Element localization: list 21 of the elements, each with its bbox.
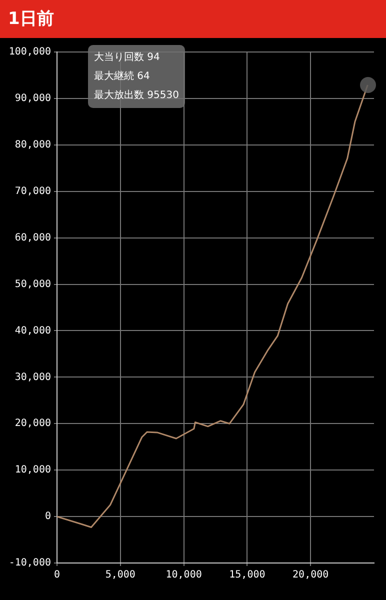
annotation: 最大継続 64: [94, 70, 151, 84]
y-tick-label: 0: [44, 511, 51, 522]
x-tick-label: 5,000: [105, 570, 136, 581]
y-tick-label: 40,000: [14, 325, 51, 336]
y-tick-label: -10,000: [8, 558, 51, 569]
y-tick-label: 80,000: [14, 140, 51, 151]
y-tick-label: 20,000: [14, 418, 51, 430]
y-tick-label: 70,000: [14, 186, 51, 197]
x-tick-label: 10,000: [166, 570, 202, 581]
annotation: 最大放出数 95530: [94, 88, 179, 103]
y-tick-label: 100,000: [8, 46, 51, 58]
chart-title: 1日前: [0, 0, 386, 38]
y-tick-label: 50,000: [14, 278, 51, 290]
x-tick-label: 15,000: [229, 570, 266, 581]
x-tick-label: 0: [54, 570, 60, 581]
x-tick-label: 20,000: [292, 570, 329, 581]
y-tick-label: 60,000: [14, 232, 51, 244]
y-tick-label: 90,000: [14, 93, 51, 104]
y-tick-label: 30,000: [14, 372, 51, 383]
annotation: 大当り回数 94: [94, 50, 161, 65]
y-tick-label: 10,000: [14, 464, 51, 476]
